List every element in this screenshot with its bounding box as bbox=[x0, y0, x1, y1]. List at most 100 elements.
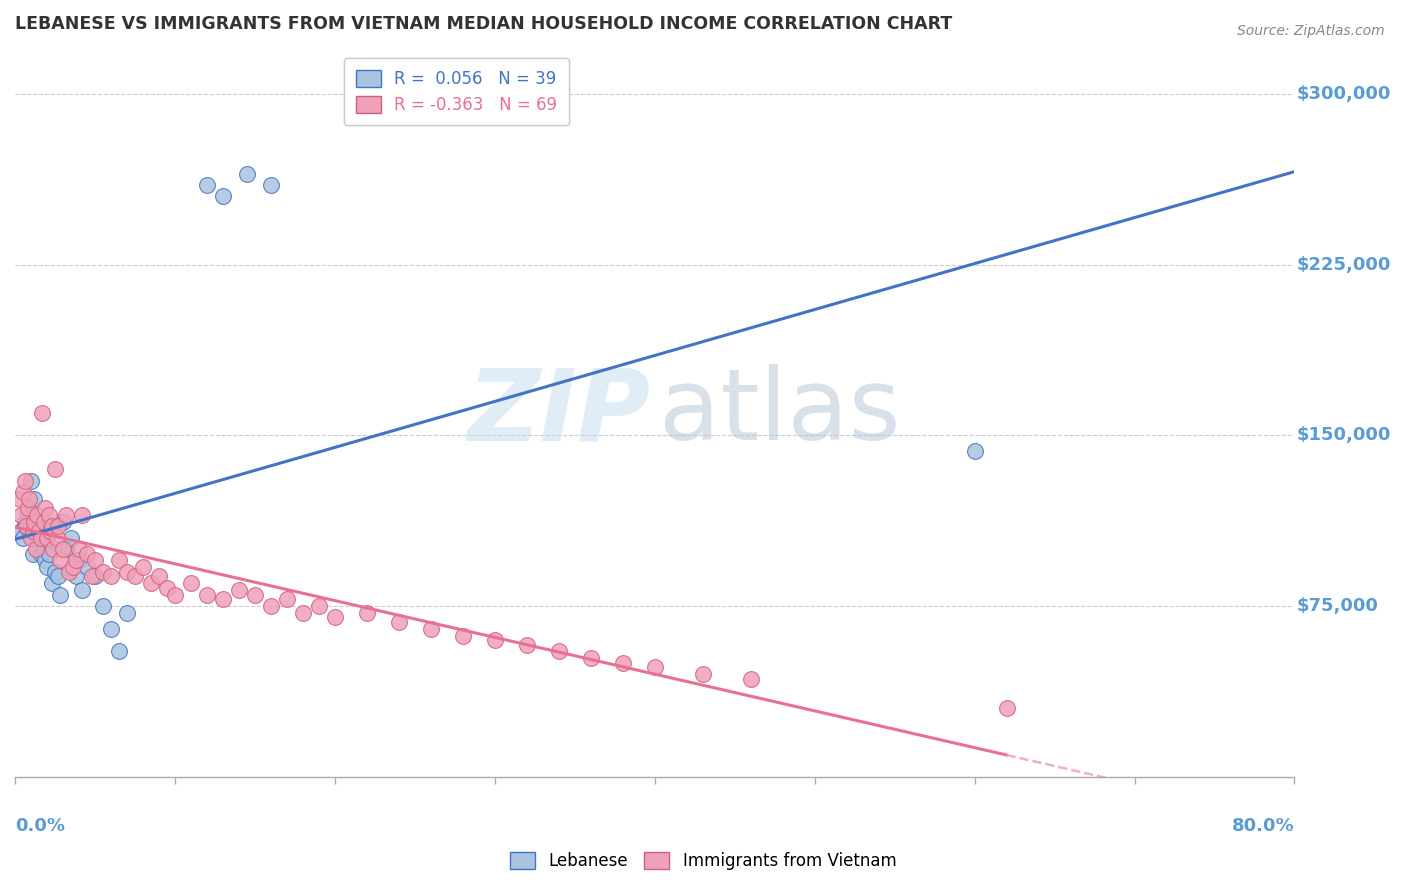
Point bbox=[28, 524, 51, 538]
Point bbox=[308, 599, 330, 613]
Point bbox=[644, 660, 666, 674]
Point bbox=[22, 515, 45, 529]
Point bbox=[100, 622, 122, 636]
Point bbox=[31, 405, 53, 419]
Point bbox=[24, 515, 46, 529]
Point bbox=[44, 565, 66, 579]
Text: $75,000: $75,000 bbox=[1296, 597, 1379, 615]
Text: $150,000: $150,000 bbox=[1296, 426, 1392, 444]
Point bbox=[49, 553, 72, 567]
Point bbox=[547, 644, 569, 658]
Point bbox=[260, 178, 283, 192]
Point bbox=[212, 592, 235, 607]
Point bbox=[276, 592, 298, 607]
Point bbox=[115, 606, 138, 620]
Point bbox=[76, 560, 98, 574]
Point bbox=[58, 565, 80, 579]
Point bbox=[46, 569, 69, 583]
Point bbox=[108, 644, 131, 658]
Point bbox=[20, 531, 42, 545]
Point bbox=[91, 565, 114, 579]
Point bbox=[451, 628, 474, 642]
Point bbox=[35, 531, 58, 545]
Point bbox=[27, 508, 49, 522]
Text: ZIP: ZIP bbox=[468, 364, 651, 461]
Point bbox=[41, 576, 63, 591]
Point bbox=[32, 542, 55, 557]
Point bbox=[30, 531, 52, 545]
Point bbox=[995, 701, 1018, 715]
Text: 0.0%: 0.0% bbox=[15, 817, 65, 835]
Point bbox=[70, 582, 93, 597]
Point bbox=[115, 565, 138, 579]
Point bbox=[38, 508, 60, 522]
Point bbox=[124, 569, 146, 583]
Point bbox=[34, 501, 56, 516]
Point bbox=[740, 672, 762, 686]
Text: $225,000: $225,000 bbox=[1296, 256, 1392, 274]
Point bbox=[84, 553, 107, 567]
Point bbox=[67, 553, 90, 567]
Point bbox=[10, 508, 32, 522]
Point bbox=[80, 569, 103, 583]
Point bbox=[84, 569, 107, 583]
Point bbox=[15, 519, 38, 533]
Point bbox=[15, 519, 38, 533]
Point bbox=[32, 515, 55, 529]
Point bbox=[18, 491, 41, 506]
Point bbox=[484, 633, 506, 648]
Point bbox=[180, 576, 202, 591]
Point bbox=[195, 178, 218, 192]
Point bbox=[59, 531, 82, 545]
Point bbox=[17, 501, 39, 516]
Point bbox=[139, 576, 162, 591]
Point bbox=[46, 519, 69, 533]
Point bbox=[65, 553, 87, 567]
Point bbox=[65, 569, 87, 583]
Point bbox=[13, 515, 35, 529]
Point bbox=[163, 588, 186, 602]
Point bbox=[52, 542, 75, 557]
Point bbox=[28, 524, 51, 538]
Point bbox=[516, 638, 538, 652]
Point bbox=[70, 508, 93, 522]
Text: 80.0%: 80.0% bbox=[1232, 817, 1295, 835]
Point bbox=[212, 189, 235, 203]
Point bbox=[156, 581, 179, 595]
Point bbox=[76, 547, 98, 561]
Point bbox=[38, 547, 60, 561]
Point bbox=[260, 599, 283, 613]
Point bbox=[22, 491, 45, 506]
Text: $300,000: $300,000 bbox=[1296, 85, 1392, 103]
Point bbox=[148, 569, 170, 583]
Point bbox=[108, 553, 131, 567]
Point bbox=[49, 588, 72, 602]
Point bbox=[52, 515, 75, 529]
Point bbox=[388, 615, 411, 629]
Point bbox=[39, 524, 62, 538]
Point bbox=[612, 656, 634, 670]
Point bbox=[21, 524, 44, 538]
Point bbox=[21, 547, 44, 561]
Point bbox=[236, 167, 259, 181]
Point bbox=[62, 560, 84, 574]
Point bbox=[27, 531, 49, 545]
Point bbox=[228, 582, 250, 597]
Point bbox=[100, 569, 122, 583]
Text: Source: ZipAtlas.com: Source: ZipAtlas.com bbox=[1237, 24, 1385, 38]
Point bbox=[579, 651, 602, 665]
Point bbox=[18, 524, 41, 538]
Point bbox=[20, 474, 42, 488]
Point bbox=[24, 542, 46, 557]
Point bbox=[44, 462, 66, 476]
Point bbox=[10, 524, 32, 538]
Point bbox=[356, 606, 378, 620]
Point bbox=[13, 474, 35, 488]
Point bbox=[39, 519, 62, 533]
Point bbox=[692, 667, 714, 681]
Point bbox=[291, 606, 314, 620]
Point bbox=[243, 588, 266, 602]
Point bbox=[8, 491, 31, 506]
Point bbox=[30, 547, 52, 561]
Point bbox=[67, 542, 90, 557]
